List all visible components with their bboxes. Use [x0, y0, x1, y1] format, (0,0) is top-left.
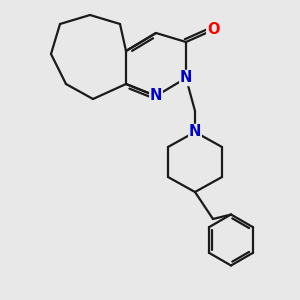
- Text: O: O: [207, 22, 219, 38]
- Text: N: N: [189, 124, 201, 140]
- Text: N: N: [150, 88, 162, 104]
- Text: N: N: [180, 70, 192, 86]
